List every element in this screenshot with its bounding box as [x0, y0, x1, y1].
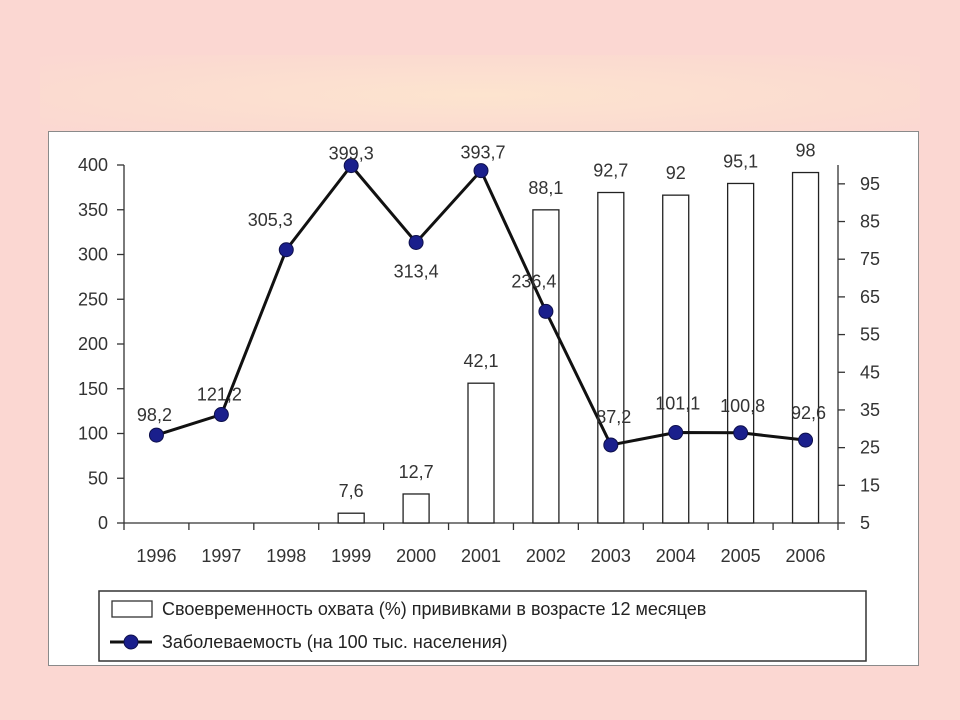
legend-box	[98, 590, 867, 662]
y-right-tick-label: 65	[860, 287, 880, 307]
data-point	[278, 242, 294, 258]
line-data-label: 236,4	[511, 271, 556, 291]
x-tick-label: 1999	[331, 546, 371, 566]
y-left-tick-label: 400	[78, 155, 108, 175]
bar	[597, 191, 625, 524]
y-right-tick-label: 95	[860, 174, 880, 194]
line-data-label: 92,6	[791, 403, 826, 423]
line-data-label: 121,2	[197, 385, 242, 405]
x-tick-label: 2005	[721, 546, 761, 566]
data-point	[733, 425, 749, 441]
x-tick-label: 2000	[396, 546, 436, 566]
bar	[337, 512, 365, 524]
y-left-tick-label: 200	[78, 334, 108, 354]
y-left-tick-label: 50	[88, 468, 108, 488]
x-tick-label: 2001	[461, 546, 501, 566]
y-left-tick-label: 0	[98, 513, 108, 533]
legend-line-marker	[123, 634, 139, 650]
data-point	[343, 158, 359, 174]
y-right-tick-label: 75	[860, 249, 880, 269]
bar-data-label: 12,7	[399, 462, 434, 482]
legend-bar-swatch	[111, 600, 153, 618]
x-tick-label: 1998	[266, 546, 306, 566]
y-left-tick-label: 300	[78, 245, 108, 265]
x-tick-label: 1996	[136, 546, 176, 566]
legend: Своевременность охвата (%) прививками в …	[98, 590, 867, 662]
bar	[791, 171, 820, 524]
y-right-tick-label: 25	[860, 438, 880, 458]
bar-data-label: 7,6	[339, 481, 364, 501]
bar	[532, 209, 560, 524]
header-glow	[40, 55, 920, 135]
legend-bar-label: Своевременность охвата (%) прививками в …	[162, 599, 706, 619]
line-data-label: 87,2	[596, 407, 631, 427]
line-data-label: 305,3	[248, 210, 293, 230]
bar	[662, 194, 690, 524]
line-data-label: 101,1	[655, 394, 700, 414]
line-data-label: 313,4	[394, 262, 439, 282]
line-data-label: 399,3	[329, 144, 374, 164]
x-tick-label: 2003	[591, 546, 631, 566]
data-point	[538, 303, 554, 319]
line-data-label: 393,7	[460, 143, 505, 163]
y-right-tick-label: 85	[860, 212, 880, 232]
y-right-tick-label: 55	[860, 325, 880, 345]
y-right-tick-label: 35	[860, 400, 880, 420]
bar	[402, 493, 430, 524]
bar-data-label: 92,7	[593, 161, 628, 181]
line-data-label: 100,8	[720, 396, 765, 416]
line-data-label: 98,2	[137, 405, 172, 425]
bar	[726, 182, 755, 524]
x-tick-label: 2002	[526, 546, 566, 566]
x-tick-label: 2006	[786, 546, 826, 566]
data-point	[603, 437, 619, 453]
data-point	[148, 427, 164, 443]
bar-data-label: 98	[796, 141, 816, 161]
legend-line-label: Заболеваемость (на 100 тыс. населения)	[162, 632, 508, 652]
data-point	[213, 407, 229, 423]
x-tick-label: 2004	[656, 546, 696, 566]
x-tick-label: 1997	[201, 546, 241, 566]
bar	[467, 382, 495, 524]
y-right-tick-label: 45	[860, 362, 880, 382]
data-point	[668, 425, 684, 441]
bar-data-label: 92	[666, 163, 686, 183]
bar-data-label: 42,1	[463, 351, 498, 371]
data-point	[798, 432, 814, 448]
y-left-tick-label: 350	[78, 200, 108, 220]
bar-data-label: 95,1	[723, 151, 758, 171]
data-point	[473, 163, 489, 179]
y-right-tick-label: 5	[860, 513, 870, 533]
data-point	[408, 235, 424, 251]
y-left-tick-label: 100	[78, 424, 108, 444]
y-right-tick-label: 15	[860, 475, 880, 495]
bar-data-label: 88,1	[528, 178, 563, 198]
y-left-tick-label: 150	[78, 379, 108, 399]
y-left-tick-label: 250	[78, 289, 108, 309]
